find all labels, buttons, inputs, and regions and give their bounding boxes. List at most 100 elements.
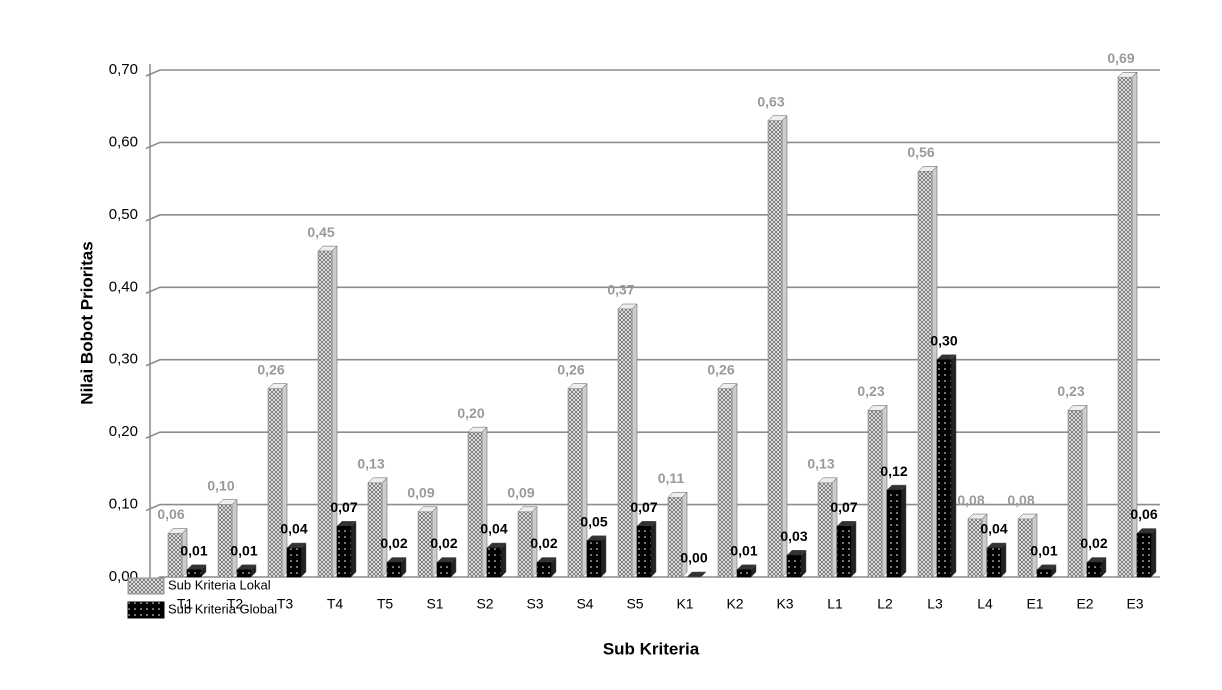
value-label: 0,08 — [1007, 492, 1034, 508]
bar — [717, 388, 733, 578]
value-label: 0,26 — [707, 361, 734, 377]
bar-side — [381, 477, 388, 578]
value-label: 0,09 — [407, 485, 434, 501]
x-tick-label: K1 — [676, 596, 693, 612]
x-tick-label: T3 — [277, 596, 294, 612]
bar-side — [1000, 542, 1007, 578]
bar — [236, 569, 252, 578]
bar-side — [650, 520, 657, 578]
x-tick-label: S5 — [626, 596, 643, 612]
bar — [667, 497, 683, 578]
y-axis-title: Nilai Bobot Prioritas — [77, 241, 96, 404]
bar — [1017, 518, 1033, 578]
bar — [336, 525, 352, 578]
bar — [917, 171, 933, 578]
value-label: 0,23 — [1057, 383, 1084, 399]
bar-side — [881, 404, 888, 578]
x-tick-label: L1 — [827, 596, 843, 612]
value-label: 0,11 — [658, 470, 685, 486]
value-label: 0,26 — [257, 361, 284, 377]
bar — [767, 120, 783, 578]
bar — [1136, 533, 1152, 578]
x-tick-label: E2 — [1076, 596, 1093, 612]
bar — [617, 308, 633, 578]
y-tick-label: 0,60 — [109, 133, 138, 150]
bar — [836, 525, 852, 578]
bar-side — [900, 484, 907, 578]
bar — [536, 562, 552, 578]
bar — [586, 540, 602, 578]
y-tick-label: 0,10 — [109, 496, 138, 513]
y-tick-label: 0,30 — [109, 351, 138, 368]
bar-side — [500, 542, 507, 578]
bar-side — [281, 383, 288, 578]
x-tick-label: K3 — [776, 596, 793, 612]
grid-line — [145, 141, 1160, 150]
legend-label: Sub Kriteria Global — [168, 601, 277, 616]
value-label: 0,30 — [930, 332, 957, 348]
value-label: 0,01 — [230, 542, 257, 558]
grid-line — [145, 214, 1160, 222]
bar — [386, 562, 402, 578]
x-tick-label: S3 — [526, 596, 543, 612]
y-tick-label: 0,70 — [109, 61, 138, 78]
value-label: 0,08 — [957, 492, 984, 508]
bar — [286, 547, 302, 578]
value-label: 0,04 — [280, 521, 307, 537]
bar — [517, 511, 533, 578]
bar-side — [781, 115, 788, 578]
value-label: 0,04 — [480, 521, 507, 537]
value-label: 0,07 — [630, 499, 657, 515]
bar-side — [1150, 527, 1157, 578]
value-label: 0,05 — [580, 513, 607, 529]
grid-line — [145, 286, 1160, 295]
x-tick-label: S2 — [476, 596, 493, 612]
value-label: 0,20 — [457, 405, 484, 421]
value-label: 0,23 — [857, 383, 884, 399]
value-label: 0,26 — [557, 361, 584, 377]
y-tick-label: 0,20 — [109, 423, 138, 440]
bar-top — [686, 571, 707, 578]
bar — [217, 504, 233, 578]
bar — [1067, 410, 1083, 578]
bar-side — [950, 354, 957, 578]
legend-swatch — [127, 577, 165, 595]
x-tick-label: L2 — [877, 596, 893, 612]
bar-side — [350, 520, 357, 578]
bar-side — [231, 498, 238, 578]
value-label: 0,63 — [757, 93, 784, 109]
x-tick-label: T4 — [327, 596, 344, 612]
bar — [817, 482, 833, 578]
x-tick-label: S4 — [576, 596, 593, 612]
value-label: 0,06 — [157, 506, 184, 522]
bar-side — [600, 535, 607, 578]
legend-swatch — [127, 601, 165, 619]
bar-side — [1081, 404, 1088, 578]
value-label: 0,13 — [357, 456, 384, 472]
grid-line — [145, 431, 1160, 439]
bar-side — [1131, 71, 1138, 578]
value-label: 0,06 — [1130, 506, 1157, 522]
bar — [417, 511, 433, 578]
x-tick-label: K2 — [726, 596, 743, 612]
value-label: 0,09 — [507, 485, 534, 501]
bar-side — [931, 165, 938, 578]
bar — [567, 388, 583, 578]
x-tick-label: E3 — [1126, 596, 1143, 612]
bar-side — [331, 245, 338, 578]
value-label: 0,45 — [307, 224, 334, 240]
bar — [467, 431, 483, 578]
x-tick-label: T5 — [377, 596, 394, 612]
bar-side — [581, 383, 588, 578]
bar — [486, 547, 502, 578]
value-label: 0,01 — [730, 542, 757, 558]
x-tick-label: S1 — [426, 596, 443, 612]
bar — [267, 388, 283, 578]
legend-label: Sub Kriteria Lokal — [168, 577, 271, 592]
y-tick-label: 0,40 — [109, 278, 138, 295]
x-axis-title: Sub Kriteria — [603, 639, 700, 658]
bar-side — [631, 303, 638, 578]
bar — [967, 518, 983, 578]
bar — [367, 482, 383, 578]
